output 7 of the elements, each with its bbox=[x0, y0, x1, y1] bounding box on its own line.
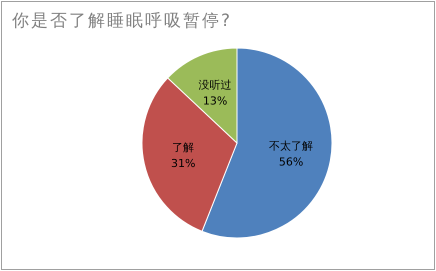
slice-label: 不太了解 bbox=[269, 139, 314, 152]
slice-label: 没听过 bbox=[198, 78, 232, 92]
slice-label: 了解 bbox=[172, 141, 194, 154]
chart-title: 你是否了解睡眠呼吸暂停? bbox=[11, 11, 232, 31]
data-label: 31% bbox=[171, 157, 196, 170]
data-label: 13% bbox=[202, 94, 228, 108]
data-label: 56% bbox=[278, 155, 304, 168]
